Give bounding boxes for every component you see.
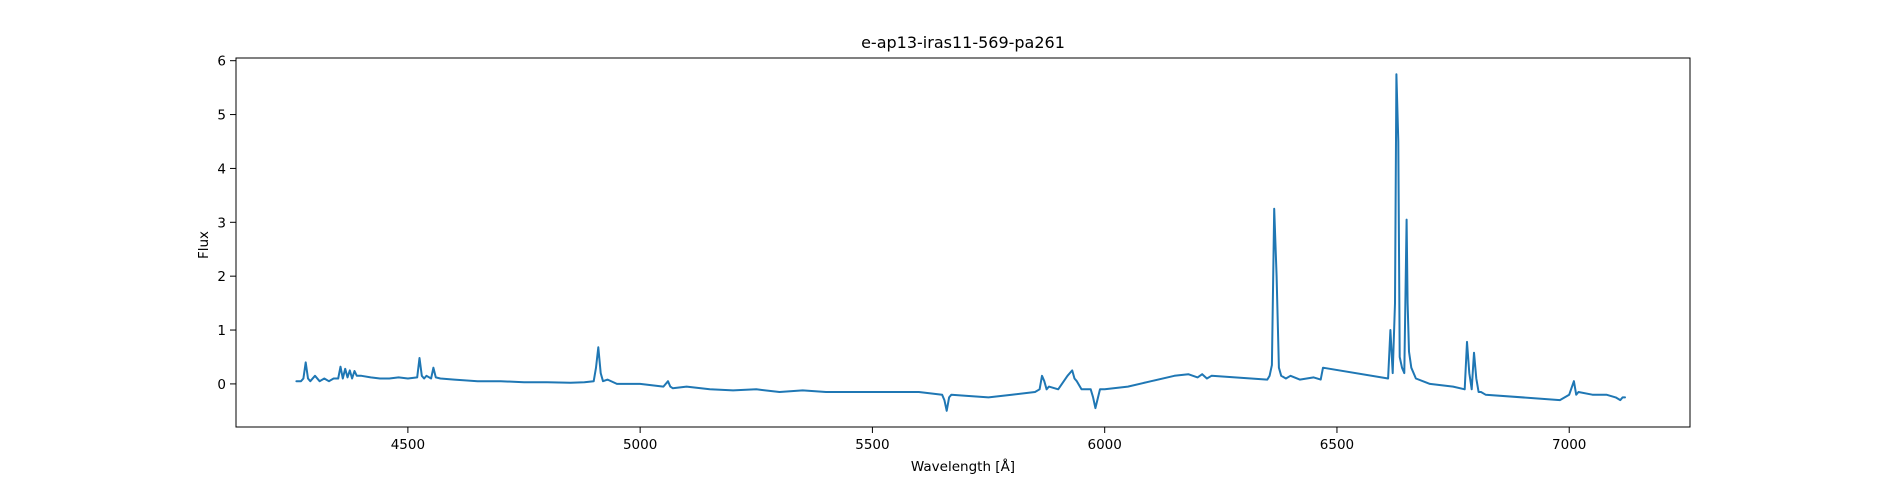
x-tick-label: 6000 [1088, 437, 1122, 453]
x-tick-label: 4500 [391, 437, 425, 453]
x-tick-label: 5000 [623, 437, 657, 453]
y-tick-label: 2 [217, 269, 226, 285]
y-tick-label: 6 [217, 54, 226, 70]
y-tick-label: 0 [217, 377, 226, 393]
x-axis-label: Wavelength [Å] [911, 458, 1015, 475]
x-tick-label: 5500 [855, 437, 889, 453]
x-tick-label: 6500 [1320, 437, 1354, 453]
x-axis: 4500 5000 5500 6000 6500 7000 [391, 427, 1586, 453]
y-tick-label: 3 [217, 215, 226, 231]
x-tick-label: 7000 [1552, 437, 1586, 453]
y-axis: 0 1 2 3 4 5 6 [217, 54, 236, 393]
y-tick-label: 5 [217, 108, 226, 124]
series-line-flux [295, 73, 1626, 412]
y-tick-label: 1 [217, 323, 226, 339]
chart-title: e-ap13-iras11-569-pa261 [861, 33, 1065, 52]
plot-area-frame [235, 57, 1691, 428]
y-tick-label: 4 [217, 161, 226, 177]
y-axis-label: Flux [196, 231, 212, 259]
